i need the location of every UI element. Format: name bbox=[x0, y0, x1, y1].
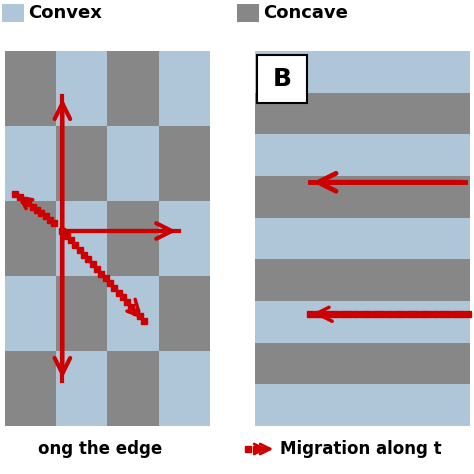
Bar bbox=[255, 259, 470, 301]
Bar bbox=[2, 4, 24, 22]
Bar bbox=[108, 276, 159, 351]
Bar bbox=[56, 51, 108, 126]
Bar bbox=[255, 301, 470, 343]
Bar bbox=[5, 51, 56, 126]
Bar bbox=[108, 351, 159, 426]
Text: ong the edge: ong the edge bbox=[38, 440, 162, 458]
Bar bbox=[108, 126, 159, 201]
Bar bbox=[108, 201, 159, 276]
Bar bbox=[255, 92, 470, 134]
Bar bbox=[56, 276, 108, 351]
Bar bbox=[255, 134, 470, 176]
Bar bbox=[159, 351, 210, 426]
Text: Concave: Concave bbox=[263, 4, 348, 22]
Bar bbox=[5, 276, 56, 351]
Bar bbox=[5, 351, 56, 426]
Bar bbox=[255, 218, 470, 259]
Bar bbox=[56, 201, 108, 276]
Bar bbox=[159, 51, 210, 126]
Bar bbox=[255, 176, 470, 218]
Bar bbox=[108, 51, 159, 126]
Bar bbox=[255, 384, 470, 426]
Bar bbox=[255, 51, 470, 92]
Bar bbox=[56, 126, 108, 201]
Bar bbox=[159, 201, 210, 276]
Bar bbox=[255, 343, 470, 384]
Text: Convex: Convex bbox=[28, 4, 102, 22]
Text: B: B bbox=[273, 67, 292, 91]
Bar bbox=[237, 4, 259, 22]
Text: Migration along t: Migration along t bbox=[280, 440, 442, 458]
Bar bbox=[159, 276, 210, 351]
Bar bbox=[5, 201, 56, 276]
Bar bbox=[5, 126, 56, 201]
Bar bbox=[56, 351, 108, 426]
Bar bbox=[257, 55, 307, 103]
Bar bbox=[159, 126, 210, 201]
